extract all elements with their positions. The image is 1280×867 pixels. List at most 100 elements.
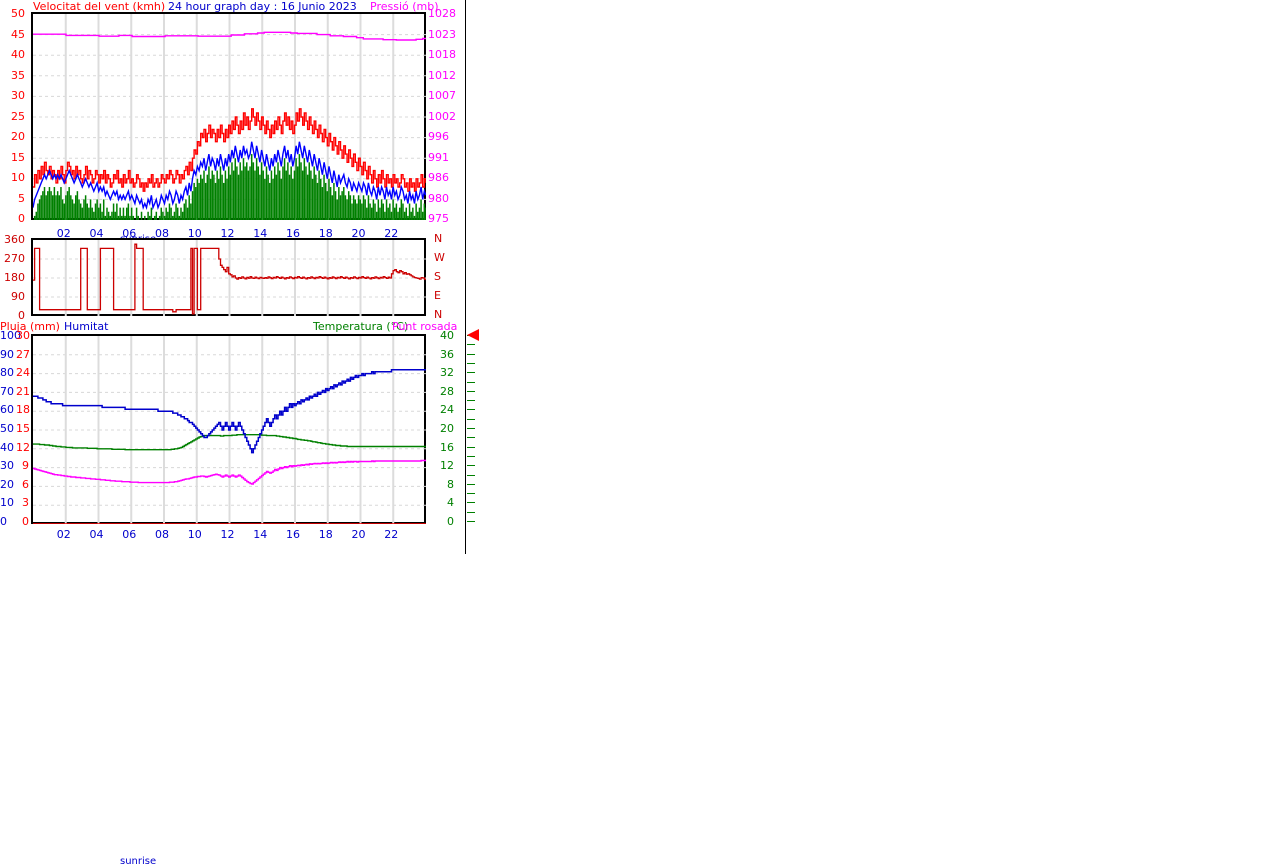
time-tick-bottom-06: 06 — [122, 528, 137, 541]
humidity-tick-40: 40 — [0, 440, 14, 454]
rain-y-axis: 30 27 24 21 18 15 12 9 6 3 0 — [16, 320, 30, 530]
wind-tick-50: 50 — [11, 7, 25, 20]
marker-scale-dash — [467, 493, 475, 495]
humidity-tick-100: 100 — [0, 329, 21, 342]
wind-pressure-svg — [33, 14, 426, 220]
time-tick-bottom-04: 04 — [89, 528, 104, 541]
marker-scale-dash — [467, 502, 475, 504]
rain-legend-label: Pluja (mm) — [0, 320, 60, 333]
rain-tick-0: 0 — [22, 515, 29, 528]
temperature-tick-32: 32 — [440, 366, 454, 380]
time-tick-top-10: 10 — [187, 227, 202, 240]
wind-direction-svg — [33, 240, 426, 316]
pressure-tick-980: 980 — [428, 191, 449, 205]
pressure-tick-1018: 1018 — [428, 48, 456, 61]
wind-tick-15: 15 — [11, 150, 25, 164]
time-tick-top-20: 20 — [351, 227, 366, 240]
temperature-tick-8: 8 — [447, 477, 454, 491]
marker-scale-dash — [467, 483, 475, 485]
rain-tick-6: 6 — [22, 477, 29, 491]
temp-humidity-svg — [33, 336, 426, 524]
weather-dashboard: { "header": { "wind_label": "Velocitat d… — [0, 0, 479, 867]
humidity-y-axis: 100 90 80 70 60 50 40 30 20 10 0 — [0, 320, 21, 530]
temperature-tick-4: 4 — [447, 496, 454, 510]
marker-scale-dash — [467, 400, 475, 402]
marker-scale-dash — [467, 409, 475, 411]
temperature-tick-12: 12 — [440, 459, 454, 473]
time-tick-top-12: 12 — [220, 227, 235, 240]
pressure-tick-1023: 1023 — [428, 27, 456, 41]
rain-tick-15: 15 — [16, 422, 30, 435]
wind-y-axis: 50 45 40 35 30 25 20 15 10 5 0 — [0, 0, 29, 232]
temperature-tick-20: 20 — [440, 422, 454, 435]
time-tick-bottom-12: 12 — [220, 528, 235, 541]
wind-pressure-panel: Velocitat del vent (kmh) 24 hour graph d… — [0, 0, 468, 246]
time-tick-top-22: 22 — [384, 227, 399, 240]
graph-title: 24 hour graph day : 16 Junio 2023 — [168, 0, 357, 13]
sunrise-label-bottom: sunrise — [120, 856, 157, 867]
pressure-tick-1012: 1012 — [428, 68, 456, 82]
wind-tick-5: 5 — [18, 191, 25, 205]
rain-tick-18: 18 — [16, 403, 30, 417]
compass-tick-3: E — [434, 289, 441, 302]
direction-y-axis: 360 270 180 90 0 — [0, 234, 29, 321]
marker-scale-dash — [467, 428, 475, 429]
humidity-tick-60: 60 — [0, 403, 14, 417]
marker-scale-dash — [467, 362, 475, 364]
temperature-tick-24: 24 — [440, 403, 454, 417]
marker-scale-dash — [467, 372, 475, 374]
time-tick-bottom-20: 20 — [351, 528, 366, 541]
marker-scale-dash — [467, 455, 475, 457]
wind-tick-25: 25 — [11, 109, 25, 123]
direction-plot-area — [31, 238, 426, 316]
humidity-tick-70: 70 — [0, 384, 14, 398]
wind-tick-10: 10 — [11, 171, 25, 184]
wind-speed-legend-label: Velocitat del vent (kmh) — [33, 0, 166, 13]
compass-tick-1: W — [434, 251, 445, 264]
humidity-tick-90: 90 — [0, 347, 14, 361]
wind-x-axis: 02 04 06 08 10 12 14 16 18 20 22 — [31, 222, 426, 244]
time-tick-bottom-14: 14 — [253, 528, 268, 541]
direction-tick-180: 180 — [4, 271, 25, 284]
rain-tick-12: 12 — [16, 440, 30, 454]
direction-tick-360: 360 — [4, 233, 25, 246]
marker-scale-dash — [467, 437, 475, 439]
wind-tick-0: 0 — [18, 212, 25, 225]
compass-tick-2: S — [434, 270, 441, 283]
rain-tick-21: 21 — [16, 384, 30, 398]
marker-scale-dash — [467, 353, 475, 355]
time-tick-bottom-08: 08 — [155, 528, 169, 541]
direction-tick-90: 90 — [11, 290, 25, 303]
humidity-tick-50: 50 — [0, 422, 14, 435]
pressure-tick-1028: 1028 — [428, 7, 456, 20]
pressure-tick-1002: 1002 — [428, 109, 456, 123]
wind-plot-area — [31, 12, 426, 220]
humidity-tick-80: 80 — [0, 366, 14, 380]
pressure-y-axis: 1028 1023 1018 1012 1007 1002 996 991 986 980 975 — [428, 0, 468, 232]
marker-scale-rule — [465, 322, 466, 526]
wind-tick-20: 20 — [11, 130, 25, 143]
temp-humidity-plot-area — [31, 334, 426, 524]
time-tick-bottom-02: 02 — [56, 528, 71, 541]
humidity-tick-0: 0 — [0, 515, 7, 528]
direction-tick-270: 270 — [4, 252, 25, 265]
dewpoint-legend-label: Punt rosada — [392, 320, 458, 333]
page-right-border — [465, 0, 466, 554]
marker-scale-dash — [467, 511, 475, 513]
time-tick-top-06: 06 — [122, 227, 137, 240]
time-tick-bottom-16: 16 — [286, 528, 300, 541]
time-tick-top-18: 18 — [318, 227, 333, 240]
humidity-tick-20: 20 — [0, 477, 14, 491]
temperature-tick-36: 36 — [440, 347, 454, 361]
marker-scale-dash — [467, 381, 475, 383]
temp-x-axis: 02 04 06 08 10 12 14 16 18 20 22 — [31, 524, 426, 544]
marker-scale-dash — [467, 344, 475, 346]
rain-tick-3: 3 — [22, 496, 29, 510]
temperature-legend-label: Temperatura (°C) — [313, 320, 409, 333]
marker-scale-dash — [467, 390, 475, 392]
pressure-tick-1007: 1007 — [428, 89, 456, 102]
temperature-marker-icon — [467, 329, 479, 341]
rain-tick-9: 9 — [22, 459, 29, 473]
